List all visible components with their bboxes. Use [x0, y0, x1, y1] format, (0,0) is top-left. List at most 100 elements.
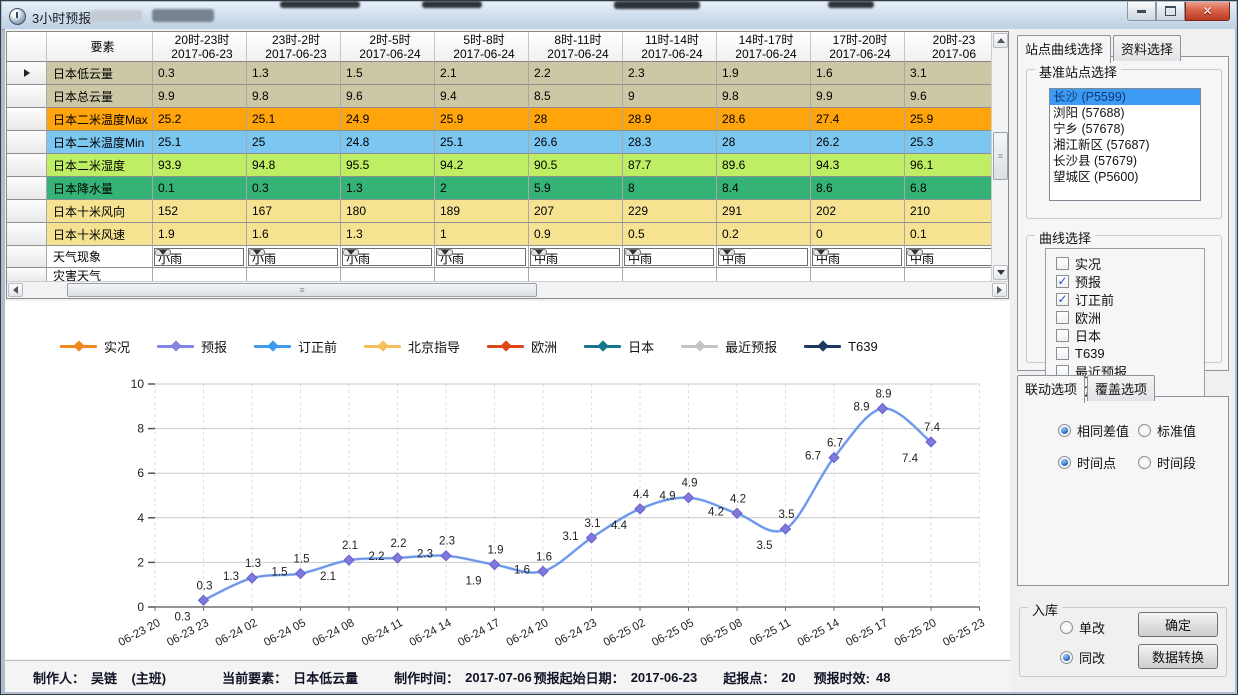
station-list-item[interactable]: 长沙 (P5599) [1050, 89, 1200, 105]
table-cell[interactable]: 2 [435, 177, 529, 200]
table-cell[interactable]: 1.3 [247, 62, 341, 85]
table-cell[interactable]: 5.9 [529, 177, 623, 200]
table-cell[interactable]: 28.3 [623, 131, 717, 154]
table-cell[interactable]: 25.2 [153, 108, 247, 131]
scroll-left-button[interactable] [8, 283, 23, 297]
tab-link-options[interactable]: 联动选项 [1017, 375, 1086, 403]
table-cell[interactable]: 25.3 [905, 131, 999, 154]
table-cell[interactable]: 8.4 [717, 177, 811, 200]
weather-combobox[interactable]: 小雨 [248, 247, 338, 266]
table-cell[interactable]: 0 [811, 223, 905, 246]
tab-station-curve-select[interactable]: 站点曲线选择 [1017, 35, 1112, 63]
table-cell[interactable]: 25.9 [435, 108, 529, 131]
table-cell[interactable]: 9.8 [717, 85, 811, 108]
curve-checkbox-row[interactable]: T639 [1056, 345, 1204, 361]
table-cell[interactable]: 8 [623, 177, 717, 200]
table-cell[interactable]: 1 [435, 223, 529, 246]
table-cell[interactable]: 28.6 [717, 108, 811, 131]
station-list-item[interactable]: 浏阳 (57688) [1053, 106, 1125, 120]
table-cell[interactable]: 9.6 [341, 85, 435, 108]
combobox-dropdown-button[interactable] [813, 248, 829, 256]
weather-combobox[interactable]: 小雨 [154, 247, 244, 266]
table-cell[interactable]: 291 [717, 200, 811, 223]
weather-combobox[interactable]: 小雨 [436, 247, 526, 266]
table-cell[interactable]: 1.3 [341, 177, 435, 200]
weather-combobox[interactable]: 中雨 [812, 247, 902, 266]
weather-combobox[interactable]: 中雨 [718, 247, 808, 266]
table-cell[interactable]: 9 [623, 85, 717, 108]
table-cell[interactable]: 95.5 [341, 154, 435, 177]
table-cell[interactable]: 89.6 [717, 154, 811, 177]
scroll-right-button[interactable] [992, 283, 1007, 297]
table-cell[interactable]: 0.1 [905, 223, 999, 246]
table-cell[interactable]: 94.8 [247, 154, 341, 177]
table-cell[interactable]: 28.9 [623, 108, 717, 131]
table-cell[interactable]: 180 [341, 200, 435, 223]
table-cell[interactable]: 0.2 [717, 223, 811, 246]
combobox-dropdown-button[interactable] [249, 248, 265, 256]
radio-same-diff[interactable]: 相同差值 [1058, 421, 1129, 440]
table-cell[interactable]: 167 [247, 200, 341, 223]
weather-combobox[interactable]: 中雨 [530, 247, 620, 266]
combobox-dropdown-button[interactable] [437, 248, 453, 256]
table-cell[interactable]: 1.9 [153, 223, 247, 246]
curve-checkbox-row[interactable]: 欧洲 [1056, 309, 1204, 326]
table-cell[interactable]: 0.3 [153, 62, 247, 85]
table-cell[interactable]: 0.3 [247, 177, 341, 200]
table-cell[interactable]: 25.1 [153, 131, 247, 154]
station-list-item[interactable]: 湘江新区 (57687) [1053, 138, 1150, 152]
combobox-dropdown-button[interactable] [907, 248, 923, 256]
weather-combobox[interactable]: 中雨 [906, 247, 996, 266]
table-cell[interactable]: 207 [529, 200, 623, 223]
table-cell[interactable]: 9.9 [153, 85, 247, 108]
radio-time-span[interactable]: 时间段 [1138, 453, 1196, 472]
table-cell[interactable]: 1.9 [717, 62, 811, 85]
table-cell[interactable]: 1.3 [341, 223, 435, 246]
table-cell[interactable]: 1.6 [811, 62, 905, 85]
station-list-item[interactable]: 宁乡 (57678) [1053, 122, 1125, 136]
station-list-item[interactable]: 长沙县 (57679) [1053, 154, 1138, 168]
table-cell[interactable]: 26.2 [811, 131, 905, 154]
combobox-dropdown-button[interactable] [155, 248, 171, 256]
table-cell[interactable]: 9.8 [247, 85, 341, 108]
radio-time-point[interactable]: 时间点 [1058, 453, 1116, 472]
table-cell[interactable]: 25.1 [247, 108, 341, 131]
table-vertical-scrollbar[interactable]: ≡ [991, 32, 1008, 281]
table-cell[interactable]: 26.6 [529, 131, 623, 154]
minimize-button[interactable] [1127, 2, 1156, 21]
table-cell[interactable]: 25.9 [905, 108, 999, 131]
tab-overlay-options[interactable]: 覆盖选项 [1087, 375, 1156, 401]
weather-combobox[interactable]: 中雨 [624, 247, 714, 266]
close-button[interactable]: ✕ [1185, 2, 1230, 21]
scroll-up-button[interactable] [993, 33, 1008, 48]
table-cell[interactable]: 9.6 [905, 85, 999, 108]
table-cell[interactable]: 24.9 [341, 108, 435, 131]
table-cell[interactable]: 9.9 [811, 85, 905, 108]
table-cell[interactable]: 2.1 [435, 62, 529, 85]
radio-batch-edit[interactable]: 同改 [1060, 648, 1105, 667]
table-cell[interactable]: 2.3 [623, 62, 717, 85]
table-cell[interactable]: 1.6 [247, 223, 341, 246]
curve-checkbox-row[interactable]: 实况 [1056, 255, 1204, 272]
combobox-dropdown-button[interactable] [719, 248, 735, 256]
table-cell[interactable]: 189 [435, 200, 529, 223]
table-cell[interactable]: 202 [811, 200, 905, 223]
table-cell[interactable]: 28 [717, 131, 811, 154]
table-cell[interactable]: 152 [153, 200, 247, 223]
table-cell[interactable]: 210 [905, 200, 999, 223]
table-horizontal-scrollbar[interactable]: ≡ [7, 281, 1008, 298]
table-cell[interactable]: 1.5 [341, 62, 435, 85]
weather-combobox[interactable]: 小雨 [342, 247, 432, 266]
curve-checkbox-row[interactable]: ✓ 预报 [1056, 273, 1204, 290]
table-cell[interactable]: 2.2 [529, 62, 623, 85]
table-cell[interactable]: 24.8 [341, 131, 435, 154]
table-cell[interactable]: 94.2 [435, 154, 529, 177]
table-cell[interactable]: 90.5 [529, 154, 623, 177]
combobox-dropdown-button[interactable] [343, 248, 359, 256]
data-convert-button[interactable]: 数据转换 [1138, 644, 1218, 669]
table-cell[interactable]: 8.5 [529, 85, 623, 108]
station-list-item[interactable]: 望城区 (P5600) [1053, 170, 1139, 184]
maximize-button[interactable] [1156, 2, 1185, 21]
curve-checkbox-row[interactable]: ✓ 订正前 [1056, 291, 1204, 308]
table-cell[interactable]: 6.8 [905, 177, 999, 200]
